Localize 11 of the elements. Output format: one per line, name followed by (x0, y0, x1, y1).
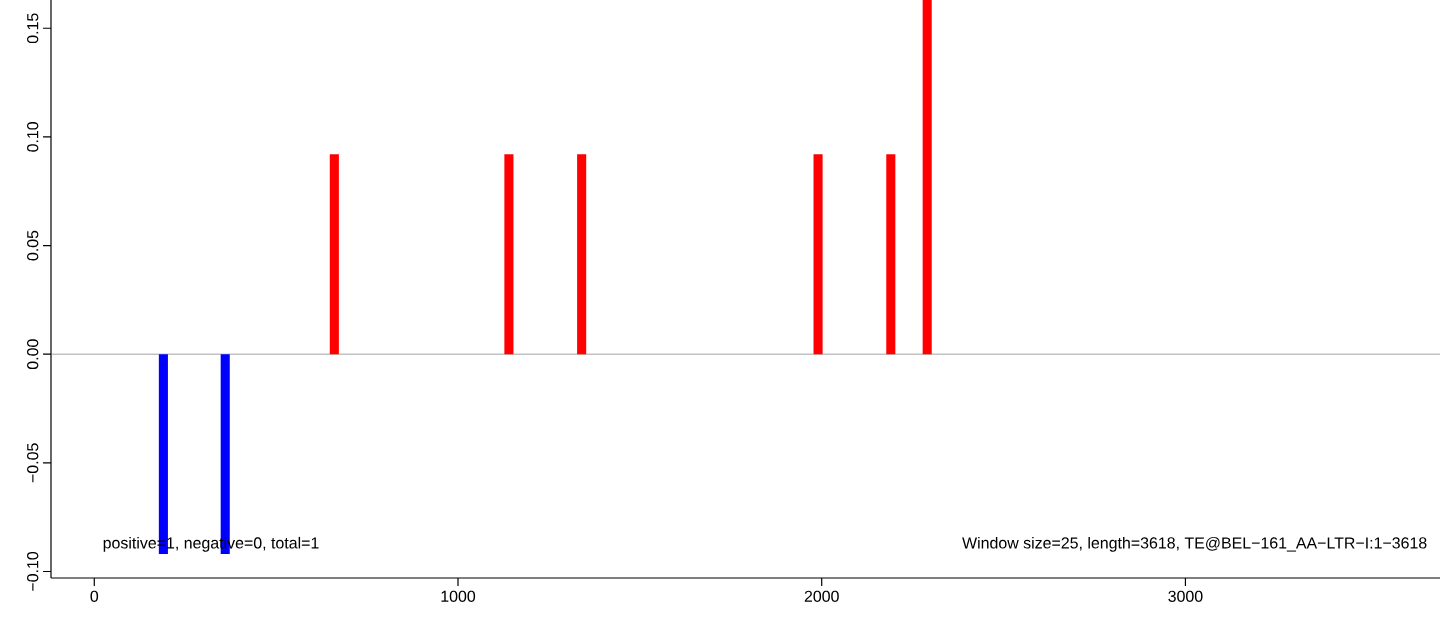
annotation: Window size=25, length=3618, TE@BEL−161_AA−LTR−I:1−3618 (962, 536, 1427, 552)
y-tick-label: 0.15 (27, 13, 39, 44)
y-tick-label: 0.05 (27, 230, 39, 261)
x-tick-label: 0 (90, 590, 99, 602)
y-tick-label: −0.10 (27, 551, 39, 591)
x-tick-label: 1000 (441, 590, 476, 602)
x-tick-label: 3000 (1168, 590, 1203, 602)
y-tick-label: −0.05 (27, 443, 39, 483)
x-tick-label: 2000 (804, 590, 839, 602)
y-tick-label: 0.10 (27, 121, 39, 152)
y-tick-label: 0.00 (27, 339, 39, 370)
